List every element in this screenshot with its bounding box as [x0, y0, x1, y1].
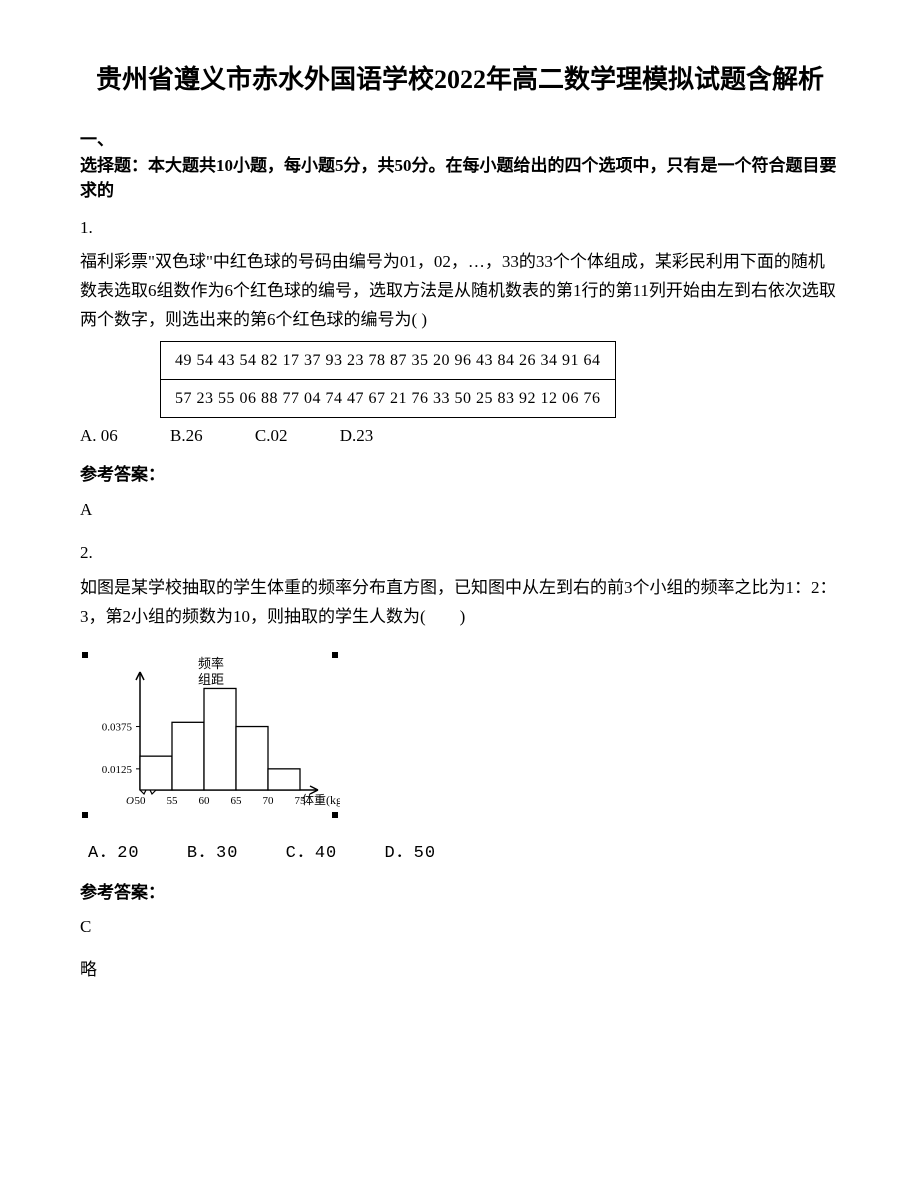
q1-answer: A	[80, 496, 840, 525]
q1-option-d: D.23	[340, 422, 374, 451]
q2-option-b: B．30	[187, 840, 239, 869]
svg-text:70: 70	[263, 795, 275, 807]
q2-option-a: A．20	[88, 840, 140, 869]
q2-histogram: 0.01250.0375505560657075O频率组距体重(kg)	[80, 650, 840, 830]
section-one-header: 一、 选择题：本大题共10小题，每小题5分，共50分。在每小题给出的四个选项中，…	[80, 127, 840, 204]
svg-text:频率: 频率	[198, 656, 224, 671]
q1-answer-label: 参考答案：	[80, 461, 840, 490]
svg-text:0.0125: 0.0125	[102, 764, 133, 776]
q1-options: A. 06 B.26 C.02 D.23	[80, 422, 840, 451]
rand-row-2: 57 23 55 06 88 77 04 74 47 67 21 76 33 5…	[161, 380, 616, 418]
q2-explain: 略	[80, 956, 840, 985]
q2-body: 如图是某学校抽取的学生体重的频率分布直方图，已知图中从左到右的前3个小组的频率之…	[80, 574, 840, 632]
q2-text: 如图是某学校抽取的学生体重的频率分布直方图，已知图中从左到右的前3个小组的频率之…	[80, 574, 840, 632]
q2-options: A．20 B．30 C．40 D．50	[88, 840, 840, 869]
q1-option-a: A. 06	[80, 422, 118, 451]
q1-text: 福利彩票"双色球"中红色球的号码由编号为01，02，…，33的33个个体组成，某…	[80, 248, 840, 335]
histogram-svg: 0.01250.0375505560657075O频率组距体重(kg)	[80, 650, 340, 820]
q2-answer-label: 参考答案：	[80, 879, 840, 908]
svg-text:组距: 组距	[198, 672, 224, 687]
q1-number: 1.	[80, 214, 840, 243]
q1-option-c: C.02	[255, 422, 288, 451]
q2-number: 2.	[80, 539, 840, 568]
q1-body: 福利彩票"双色球"中红色球的号码由编号为01，02，…，33的33个个体组成，某…	[80, 248, 840, 451]
svg-text:O: O	[126, 795, 134, 807]
svg-text:55: 55	[167, 795, 179, 807]
svg-text:60: 60	[199, 795, 211, 807]
svg-text:65: 65	[231, 795, 243, 807]
page-title: 贵州省遵义市赤水外国语学校2022年高二数学理模拟试题含解析	[80, 60, 840, 99]
q2-option-c: C．40	[286, 840, 338, 869]
rand-row-1: 49 54 43 54 82 17 37 93 23 78 87 35 20 9…	[161, 342, 616, 380]
q2-answer: C	[80, 913, 840, 942]
svg-text:体重(kg): 体重(kg)	[302, 793, 340, 807]
random-number-table: 49 54 43 54 82 17 37 93 23 78 87 35 20 9…	[160, 341, 616, 418]
svg-text:50: 50	[135, 795, 147, 807]
q2-option-d: D．50	[384, 840, 436, 869]
svg-text:0.0375: 0.0375	[102, 721, 133, 733]
q1-option-b: B.26	[170, 422, 203, 451]
